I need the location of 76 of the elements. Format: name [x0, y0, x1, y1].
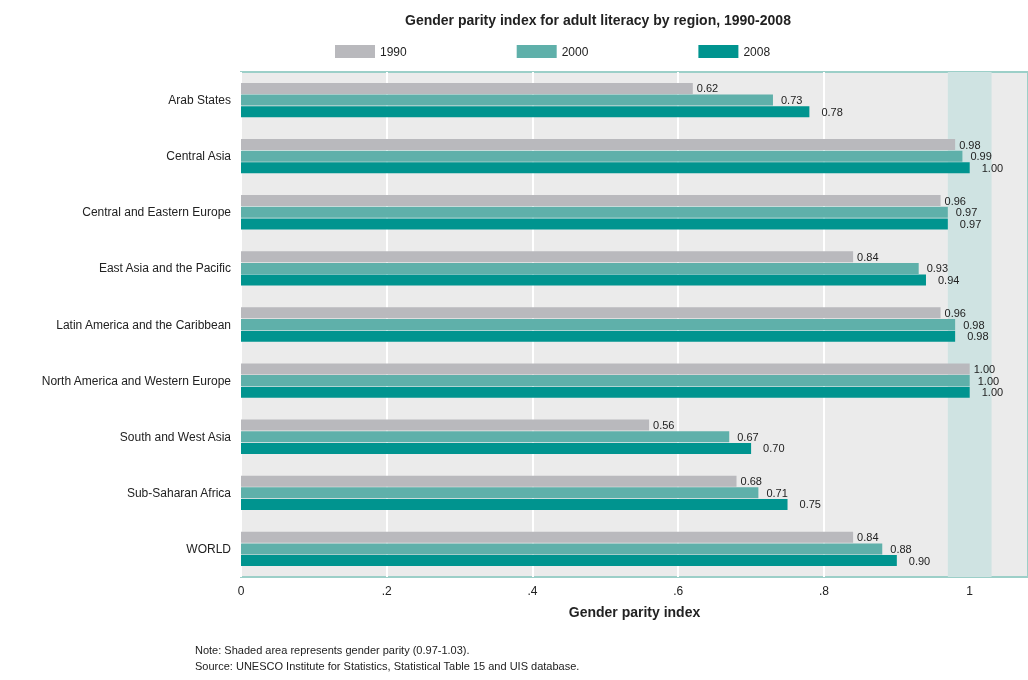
bar — [241, 531, 854, 543]
data-label: 0.56 — [653, 419, 675, 432]
y-tick-label: Sub-Saharan Africa — [126, 485, 232, 500]
data-label: 0.84 — [857, 250, 879, 263]
x-axis-title: Gender parity index — [568, 604, 701, 620]
chart-title: Gender parity index for adult literacy by region, 1990-2008 — [405, 12, 792, 28]
data-label: 0.68 — [740, 475, 762, 488]
bar — [241, 363, 970, 375]
y-tick-label: Arab States — [168, 93, 231, 108]
data-label: 0.75 — [799, 498, 821, 511]
legend-label: 2008 — [743, 44, 771, 59]
bar — [241, 218, 948, 230]
bar — [241, 307, 941, 319]
data-label: 0.90 — [908, 554, 931, 567]
bar — [241, 555, 897, 567]
data-label: 0.70 — [763, 442, 785, 455]
legend-label: 1990 — [380, 44, 408, 59]
x-tick-label: .4 — [527, 584, 538, 598]
data-label: 0.96 — [944, 306, 966, 319]
bar — [241, 498, 788, 510]
x-tick-label: .8 — [818, 584, 830, 598]
data-label: 0.97 — [955, 206, 978, 219]
y-tick-label: Central Asia — [166, 149, 232, 164]
y-tick-label: Latin America and the Caribbean — [56, 317, 231, 332]
data-label: 0.98 — [959, 138, 981, 151]
y-tick-label: North America and Western Europe — [41, 373, 232, 388]
bar — [241, 150, 963, 162]
data-label: 0.67 — [737, 430, 759, 443]
bar — [241, 319, 956, 330]
bar — [241, 162, 970, 174]
bar — [241, 386, 970, 398]
data-label: 0.97 — [959, 217, 982, 230]
data-label: 1.00 — [981, 386, 1004, 399]
y-tick-label: East Asia and the Pacific — [98, 261, 231, 276]
bar — [241, 543, 883, 555]
legend-label: 2000 — [561, 44, 589, 59]
bar — [241, 274, 926, 286]
data-label: 0.98 — [967, 330, 989, 343]
bar — [241, 139, 956, 151]
text: Note: Shaded area represents gender parity (0.97-1.03). — [195, 643, 470, 656]
x-tick-label: 0 — [237, 584, 245, 598]
data-label: 0.98 — [963, 318, 985, 331]
y-tick-label: WORLD — [186, 541, 232, 556]
data-label: 0.99 — [970, 150, 992, 163]
bar — [241, 442, 752, 454]
bar — [241, 94, 773, 106]
x-tick-label: .2 — [381, 584, 393, 598]
y-tick-label: South and West Asia — [119, 429, 232, 444]
bar — [241, 106, 810, 118]
data-label: 1.00 — [973, 362, 996, 375]
data-label: 0.62 — [696, 82, 719, 95]
data-label: 0.84 — [857, 531, 879, 544]
data-label: 0.78 — [821, 105, 843, 118]
data-label: 0.88 — [890, 542, 912, 555]
bar — [241, 262, 919, 274]
bar — [241, 419, 650, 431]
bar — [241, 475, 737, 487]
bar — [241, 375, 970, 387]
x-tick-label: .6 — [673, 584, 684, 598]
data-label: 1.00 — [977, 374, 1000, 387]
bar — [241, 206, 948, 218]
data-label: 0.71 — [766, 486, 788, 499]
x-tick-label: 1 — [966, 584, 974, 598]
bar — [241, 330, 956, 342]
data-label: 1.00 — [981, 161, 1004, 174]
data-label: 0.93 — [926, 262, 949, 275]
bar — [241, 195, 941, 207]
bar — [241, 251, 854, 263]
bar — [241, 487, 759, 499]
bar — [241, 82, 693, 94]
bar — [241, 431, 730, 443]
data-label: 0.94 — [937, 274, 960, 287]
y-tick-label: Central and Eastern Europe — [82, 205, 232, 220]
source-note: Source: UNESCO Institute for Statistics, Statistical Table 15 and UIS database. — [195, 659, 580, 672]
data-label: 0.73 — [780, 94, 803, 107]
data-label: 0.96 — [944, 194, 966, 207]
